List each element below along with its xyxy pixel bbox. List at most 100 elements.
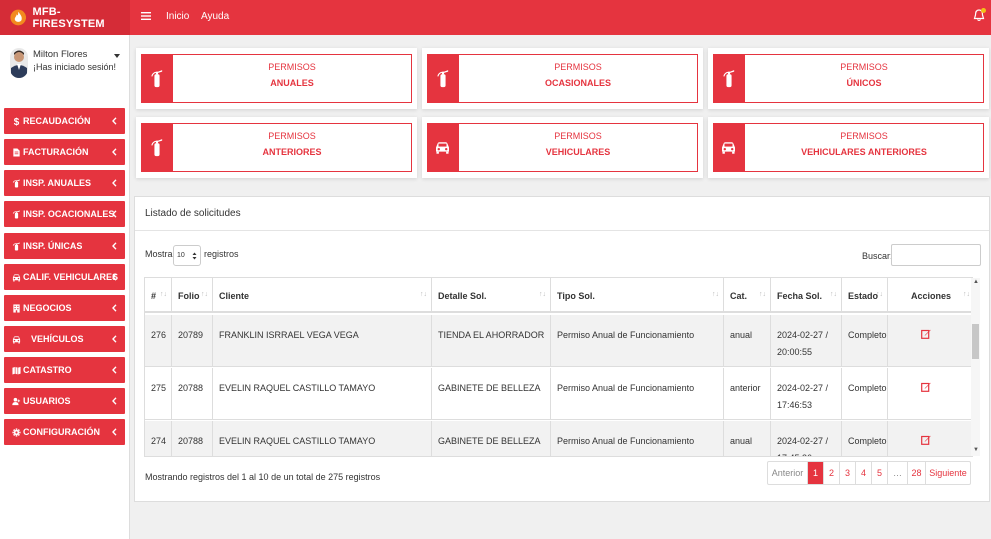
chevron-left-icon [112,242,117,250]
user-panel[interactable]: Milton Flores ¡Has iniciado sesión! [10,48,125,88]
sidebar-item-facturación[interactable]: FACTURACIÓN [4,139,125,165]
page-button[interactable]: 28 [908,462,926,484]
table-cell: anual [724,421,771,456]
svg-text:$: $ [14,117,20,126]
card-label-box: PERMISOS VEHICULARES ANTERIORES [744,123,984,172]
table-cell: 20788 [172,421,213,456]
column-header-label: Detalle Sol. [438,290,487,301]
permit-card-ocasionales[interactable]: PERMISOS OCASIONALES [422,48,703,109]
chevron-left-icon [112,179,117,187]
brand[interactable]: MFB-FIRESYSTEM [0,0,130,35]
table-row[interactable]: 276 20789 FRANKLIN ISRRAEL VEGA VEGA TIENDA… [145,315,972,367]
select-arrows-icon [192,252,197,260]
sidebar-item-insp-anuales[interactable]: INSP. ANUALES [4,170,125,196]
column-header-label: Fecha Sol. [777,290,823,301]
page-button[interactable]: 4 [856,462,872,484]
table-row[interactable]: 275 20788 EVELIN RAQUEL CASTILLO TAMAYO GAB… [145,368,972,420]
column-header-label: Cliente [219,290,250,301]
fire-extinguisher-icon [12,210,20,219]
sidebar-item-negocios[interactable]: NEGOCIOS [4,295,125,321]
user-name: Milton Flores [33,49,88,60]
permit-card-únicos[interactable]: PERMISOS ÚNICOS [708,48,989,109]
sidebar: Milton Flores ¡Has iniciado sesión! $ REC… [0,35,130,539]
top-navbar: MFB-FIRESYSTEM Inicio Ayuda [0,0,991,35]
app-title: MFB-FIRESYSTEM [32,5,105,30]
sort-arrows-icon: ↑↓ [539,291,546,298]
page-size-value: 10 [177,252,185,259]
page-button[interactable]: 2 [824,462,840,484]
sidebar-item-insp-ocacionales[interactable]: INSP. OCACIONALES [4,201,125,227]
chevron-left-icon [112,366,117,374]
sidebar-item-label: RECAUDACIÓN [23,116,91,126]
sidebar-item-label: INSP. OCACIONALES [23,209,115,219]
column-header-acciones[interactable]: Acciones ↑↓ [888,278,972,313]
page-button[interactable]: 3 [840,462,856,484]
sidebar-item-label: FACTURACIÓN [23,147,89,157]
table-cell: TIENDA EL AHORRADOR [432,315,551,367]
column-header-label: Estado [848,290,879,301]
table-cell: anterior [724,368,771,420]
column-header-cat[interactable]: Cat. ↑↓ [724,278,771,313]
nav-ayuda[interactable]: Ayuda [201,11,230,22]
sidebar-item-label: INSP. ANUALES [23,178,92,188]
permit-card-anuales[interactable]: PERMISOS ANUALES [136,48,417,109]
sidebar-item-usuarios[interactable]: USUARIOS [4,388,125,414]
car-icon [12,273,21,281]
edit-icon[interactable] [921,435,931,445]
menu-toggle-icon[interactable] [141,11,151,21]
column-header-label: Folio [178,290,200,301]
sidebar-item-calif-vehiculares[interactable]: CALIF. VEHICULARES [4,264,125,290]
actions-cell [888,315,972,367]
column-header-detalle-sol[interactable]: Detalle Sol. ↑↓ [432,278,551,313]
sidebar-item-catastro[interactable]: CATASTRO [4,357,125,383]
column-header-number[interactable]: # ↑↓ [145,278,172,313]
requests-panel: Listado de solicitudes Mostrar 10 regist… [134,196,990,502]
column-header-estado[interactable]: Estado ↑↓ [842,278,888,313]
table-header: # ↑↓ Folio ↑↓ Cliente ↑↓ Detalle Sol. ↑↓ Tipo So… [145,278,972,313]
page-size-select[interactable]: 10 [173,245,201,266]
table-cell: FRANKLIN ISRRAEL VEGA VEGA [213,315,432,367]
scroll-up-icon[interactable]: ▲ [973,279,979,285]
table-scrollbar[interactable] [971,278,980,456]
chevron-left-icon [112,210,117,218]
scrollbar-thumb[interactable] [972,324,979,359]
column-header-fecha-sol[interactable]: Fecha Sol. ↑↓ [771,278,842,313]
scroll-down-icon[interactable]: ▼ [973,447,979,453]
sort-arrows-icon: ↑↓ [420,291,427,298]
card-line1: PERMISOS [554,131,602,141]
permit-card-anteriores[interactable]: PERMISOS ANTERIORES [136,117,417,178]
edit-icon[interactable] [921,382,931,392]
sidebar-item-configuración[interactable]: CONFIGURACIÓN [4,419,125,445]
permit-card-vehiculares-anteriores[interactable]: PERMISOS VEHICULARES ANTERIORES [708,117,989,178]
sidebar-item-vehículos[interactable]: VEHÍCULOS [4,326,125,352]
user-dropdown-caret-icon[interactable] [114,54,120,58]
card-label-box: PERMISOS VEHICULARES [458,123,698,172]
sidebar-item-recaudación[interactable]: $ RECAUDACIÓN [4,108,125,134]
car-icon [427,123,458,172]
column-header-cliente[interactable]: Cliente ↑↓ [213,278,432,313]
edit-icon[interactable] [921,329,931,339]
page-button[interactable]: 5 [872,462,888,484]
sort-arrows-icon: ↑↓ [876,291,883,298]
sidebar-item-label: CATASTRO [23,365,72,375]
sidebar-item-label: VEHÍCULOS [31,334,84,344]
column-header-label: Cat. [730,290,748,301]
table-row[interactable]: 274 20788 EVELIN RAQUEL CASTILLO TAMAYO GAB… [145,421,972,456]
show-label: Mostrar [145,249,176,259]
chevron-left-icon [112,428,117,436]
page-button[interactable]: 1 [808,462,824,484]
table-cell: Completo [842,368,888,420]
column-header-tipo-sol[interactable]: Tipo Sol. ↑↓ [551,278,724,313]
card-line2: ÚNICOS [846,78,882,88]
permit-card-vehiculares[interactable]: PERMISOS VEHICULARES [422,117,703,178]
nav-inicio[interactable]: Inicio [166,11,190,22]
table-cell: 20789 [172,315,213,367]
card-line2: VEHICULARES [545,147,611,157]
card-line2: ANTERIORES [262,147,322,157]
prev-page-button[interactable]: Anterior [768,462,808,484]
sidebar-item-insp-únicas[interactable]: INSP. ÚNICAS [4,233,125,259]
column-header-folio[interactable]: Folio ↑↓ [172,278,213,313]
next-page-button[interactable]: Siguiente [929,468,967,478]
table-cell: 20788 [172,368,213,420]
search-input[interactable] [891,244,981,266]
